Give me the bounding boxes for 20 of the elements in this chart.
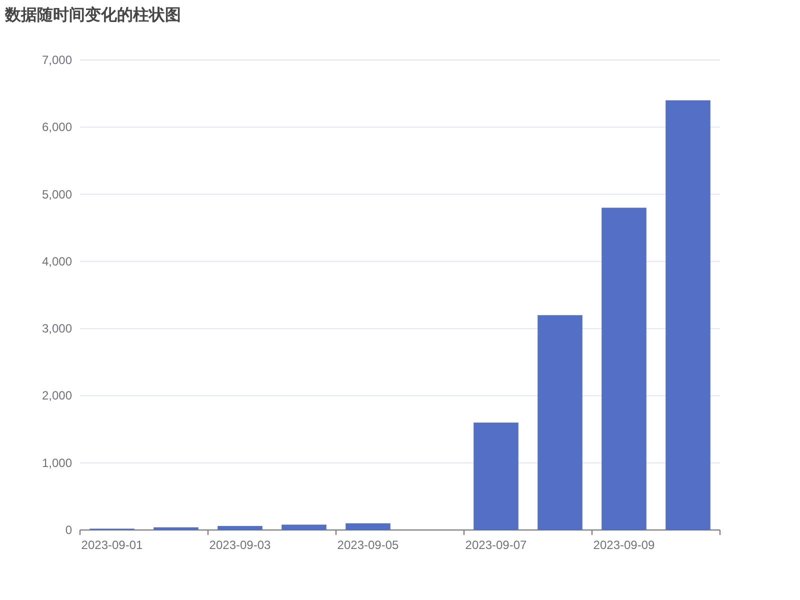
x-tick-label: 2023-09-09 — [593, 538, 656, 552]
bar — [474, 422, 518, 530]
chart-title: 数据随时间变化的柱状图 — [4, 6, 181, 24]
bar — [538, 315, 582, 530]
x-tick-label: 2023-09-07 — [465, 538, 528, 552]
x-tick-label: 2023-09-05 — [337, 538, 400, 552]
y-tick-label: 7,000 — [42, 53, 72, 67]
y-tick-label: 0 — [65, 523, 72, 537]
y-tick-label: 2,000 — [42, 388, 72, 403]
bar — [666, 100, 710, 530]
bar — [282, 524, 326, 530]
bar — [602, 208, 646, 530]
x-tick-label: 2023-09-03 — [209, 538, 272, 552]
y-tick-label: 6,000 — [42, 120, 72, 134]
y-tick-label: 3,000 — [42, 322, 72, 336]
x-tick-label: 2023-09-01 — [81, 538, 144, 552]
y-tick-label: 1,000 — [42, 456, 72, 470]
y-tick-label: 5,000 — [42, 187, 72, 202]
bar — [346, 523, 390, 530]
y-tick-label: 4,000 — [42, 254, 72, 268]
